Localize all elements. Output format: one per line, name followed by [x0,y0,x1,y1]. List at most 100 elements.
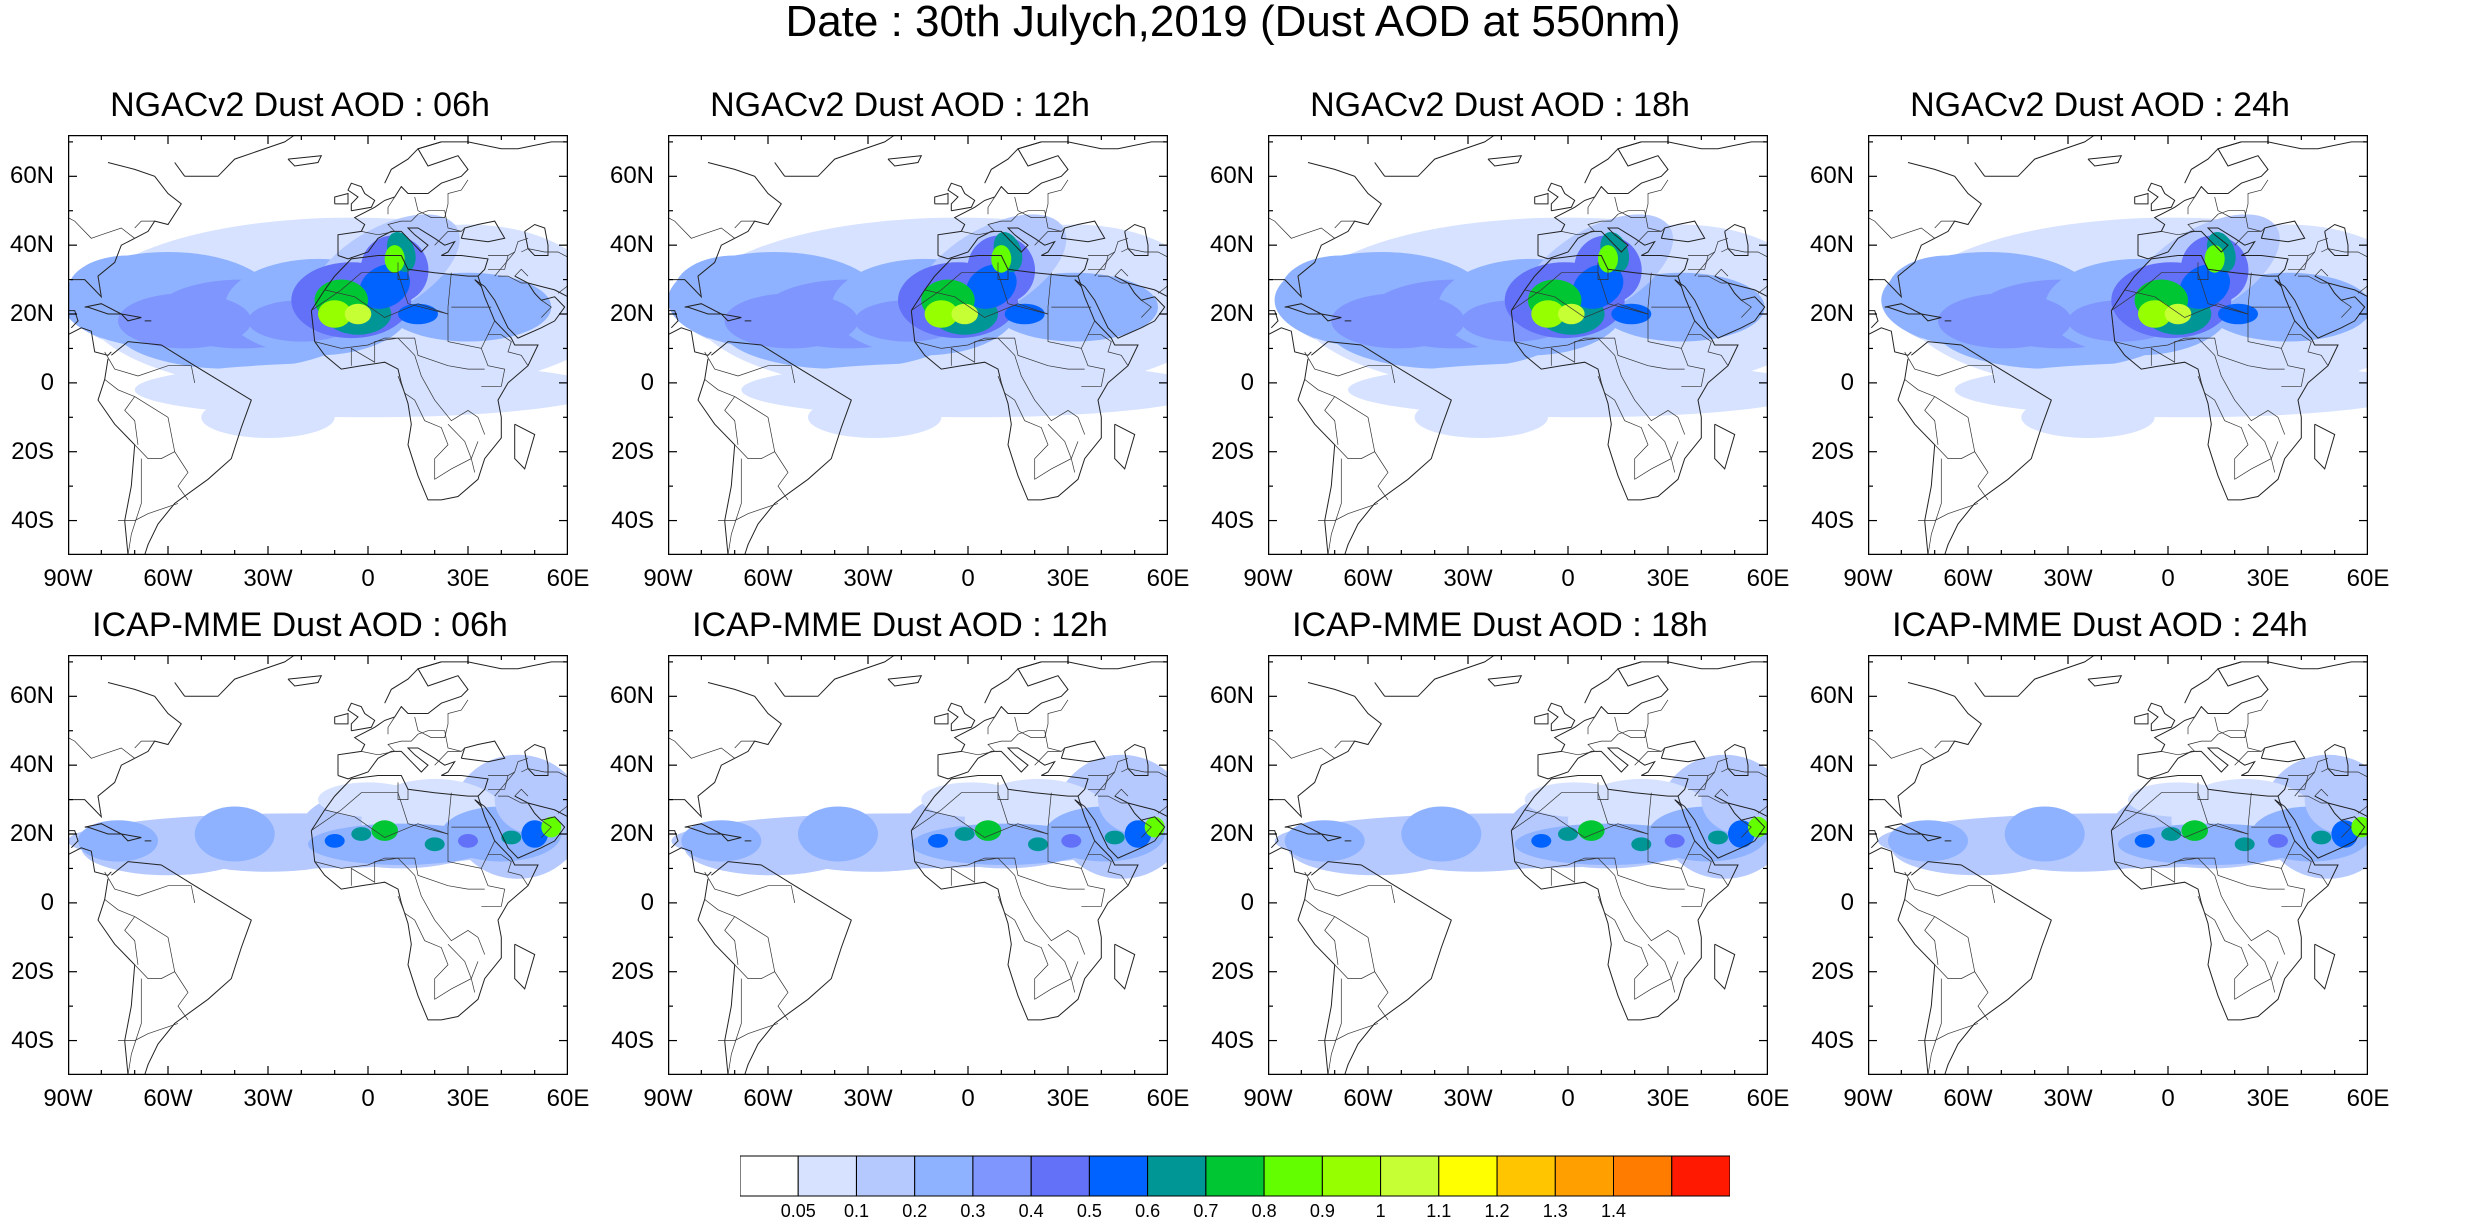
lon-tick-label: 30W [843,1085,893,1112]
dust-region [134,362,568,418]
lon-tick-label: 60E [546,565,590,592]
colorbar-tick-label: 1.3 [1542,1201,1568,1221]
dust-region [1061,834,1082,848]
lat-tick-label: 20S [1811,957,1854,985]
lon-tick-label: 30W [2043,1085,2093,1112]
map-plot [1868,135,2368,555]
lon-tick-label: 90W [1243,565,1293,592]
lat-tick-label: 60N [9,162,54,190]
ticks [68,655,568,1075]
colorbar-tick-label: 0.5 [1076,1201,1102,1221]
panel-title: NGACv2 Dust AOD : 12h [710,86,1090,124]
dust-region [1558,827,1578,841]
lon-tick-label: 60W [1943,1085,1993,1112]
map-panel-icap-mme-12h: ICAP-MME Dust AOD : 12h 60N 40N 20N 0 20S 40S 9… [600,605,1200,1145]
lat-tick-label: 20N [609,820,654,848]
lon-tick-label: 60E [2346,565,2390,592]
dust-region [1938,293,2072,349]
colorbar-swatch [1496,1155,1556,1197]
dust-region [384,245,405,273]
map-plot [1268,135,1768,555]
colorbar-tick-label: 0.8 [1251,1201,1277,1221]
lon-tick-label: 0 [1561,565,1575,592]
borders [668,699,1168,1075]
colorbar [739,1155,1731,1197]
borders [1268,699,1768,1075]
lon-tick-label: 30E [1646,1085,1690,1112]
dust-region [2268,834,2288,848]
lon-tick-label: 30E [2246,565,2290,592]
lat-tick-label: 60N [1809,162,1854,190]
lon-tick-label: 90W [643,565,693,592]
map-border [1268,655,1768,1075]
dust-region [1028,837,1048,852]
dust-region [1664,834,1685,848]
dust-region [458,834,478,848]
dust-region [1098,765,1168,834]
lon-tick-label: 60W [1943,565,1993,592]
lat-tick-label: 40S [1211,1026,1254,1054]
lon-tick-label: 0 [2161,565,2175,592]
lon-tick-label: 0 [1561,1085,1575,1112]
lon-tick-label: 0 [961,565,975,592]
lon-tick-label: 90W [43,565,93,592]
dust-region [398,303,438,325]
ticks [1268,655,1768,1075]
borders [1868,179,2368,555]
colorbar-tick-label: 0.05 [780,1201,816,1221]
dust-region [921,782,1022,817]
coastlines [1268,655,1768,1075]
lat-tick-label: 20S [1211,437,1254,465]
map-canvas [68,655,568,1075]
dust-region [1524,782,1625,817]
map-border [668,135,1168,555]
map-border [68,135,568,555]
lon-tick-label: 30W [243,565,293,592]
lon-tick-label: 60W [143,1085,193,1112]
lon-tick-label: 0 [2161,1085,2175,1112]
lon-tick-label: 60E [2346,1085,2390,1112]
dust-region [2164,303,2192,325]
lon-tick-label: 30W [2043,565,2093,592]
dust-region [1631,837,1652,852]
lat-tick-label: 40S [11,1026,54,1054]
map-panel-icap-mme-06h: ICAP-MME Dust AOD : 06h 60N 40N 20N 0 20S 40S 9… [0,605,600,1145]
map-panel-ngacv2-12h: NGACv2 Dust AOD : 12h 60N 40N 20N 0 20S 40S 90W… [600,85,1200,625]
dust-region [324,834,345,848]
lat-tick-label: 0 [640,888,654,916]
lat-tick-label: 40N [1809,751,1854,779]
dust-region [494,765,568,834]
map-plot [68,135,568,555]
map-panel-icap-mme-18h: ICAP-MME Dust AOD : 18h 60N 40N 20N 0 20S 40S 9… [1200,605,1800,1145]
map-border [1268,135,1768,555]
dust-region [1598,245,1618,273]
borders [68,179,568,555]
dust-region [351,827,372,841]
lat-tick-label: 0 [40,888,54,916]
map-panel-icap-mme-24h: ICAP-MME Dust AOD : 24h 60N 40N 20N 0 20S 40S 9… [1800,605,2400,1145]
lon-tick-label: 60E [1746,565,1790,592]
panel-title: NGACv2 Dust AOD : 24h [1910,86,2290,124]
dust-region [1348,362,1768,418]
lon-tick-label: 30E [2246,1085,2290,1112]
lat-tick-label: 20N [609,300,654,328]
lon-tick-label: 30E [446,1085,490,1112]
lat-tick-label: 20S [611,437,654,465]
map-panel-ngacv2-24h: NGACv2 Dust AOD : 24h 60N 40N 20N 0 20S 40S 90W… [1800,85,2400,625]
lat-tick-label: 0 [40,368,54,396]
lon-tick-label: 0 [961,1085,975,1112]
dust-region [2161,827,2182,841]
dust-region [681,820,762,862]
dust-region [974,820,1002,841]
dust-region [1124,820,1152,848]
borders [1868,699,2368,1075]
map-plot [668,135,1168,555]
lat-tick-label: 20S [1211,957,1254,985]
coastlines [1868,655,2368,1075]
map-canvas [1868,135,2368,555]
dust-region [951,303,978,325]
colorbar-tick-label: 0.2 [902,1201,928,1221]
colorbar-swatch [856,1155,916,1197]
map-border [1868,655,2368,1075]
dust-region [2181,820,2208,841]
